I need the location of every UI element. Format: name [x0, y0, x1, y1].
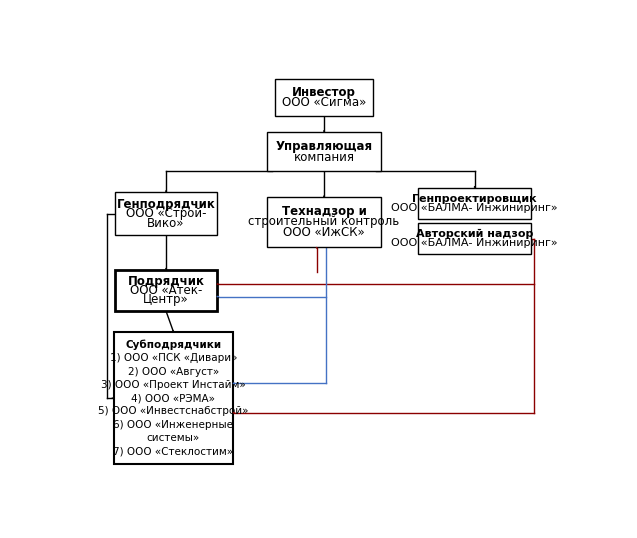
Text: Генпроектировщик: Генпроектировщик — [412, 194, 537, 204]
Text: Технадзор и: Технадзор и — [282, 204, 366, 217]
Bar — [268, 197, 381, 247]
Text: 1) ООО «ПСК «Дивари»: 1) ООО «ПСК «Дивари» — [110, 353, 237, 363]
Bar — [114, 332, 233, 464]
Text: Генподрядчик: Генподрядчик — [117, 197, 215, 210]
Text: 5) ООО «Инвестснабстрой»: 5) ООО «Инвестснабстрой» — [98, 406, 248, 416]
Bar — [418, 223, 531, 254]
Text: строительный контроль: строительный контроль — [248, 216, 399, 229]
Text: 4) ООО «РЭМА»: 4) ООО «РЭМА» — [131, 393, 215, 403]
Text: ООО «Строй-: ООО «Строй- — [125, 207, 206, 220]
Bar — [275, 79, 373, 116]
Text: компания: компания — [294, 151, 355, 164]
Text: системы»: системы» — [147, 433, 200, 443]
Bar — [268, 132, 381, 171]
Text: Субподрядчики: Субподрядчики — [125, 340, 222, 350]
Text: ООО «ИжСК»: ООО «ИжСК» — [283, 226, 365, 239]
Text: ООО «Атек-: ООО «Атек- — [130, 284, 202, 297]
Text: ООО «Сигма»: ООО «Сигма» — [282, 96, 366, 109]
Text: 3) ООО «Проект Инстайм»: 3) ООО «Проект Инстайм» — [101, 380, 246, 390]
Text: 7) ООО «Стеклостим»: 7) ООО «Стеклостим» — [113, 446, 234, 456]
Text: 6) ООО «Инженерные: 6) ООО «Инженерные — [113, 420, 233, 429]
Text: Инвестор: Инвестор — [292, 86, 356, 99]
Text: Подрядчик: Подрядчик — [127, 275, 204, 288]
Text: ООО «БАЛМА- Инжиниринг»: ООО «БАЛМА- Инжиниринг» — [391, 238, 558, 248]
Text: Управляющая: Управляющая — [275, 139, 373, 153]
Bar — [115, 270, 217, 311]
Bar — [115, 192, 217, 236]
Text: 2) ООО «Август»: 2) ООО «Август» — [128, 366, 219, 377]
Bar — [418, 188, 531, 219]
Text: Вико»: Вико» — [147, 217, 185, 230]
Text: ООО «БАЛМА- Инжиниринг»: ООО «БАЛМА- Инжиниринг» — [391, 203, 558, 213]
Text: Авторский надзор: Авторский надзор — [416, 229, 533, 239]
Text: Центр»: Центр» — [143, 293, 189, 306]
